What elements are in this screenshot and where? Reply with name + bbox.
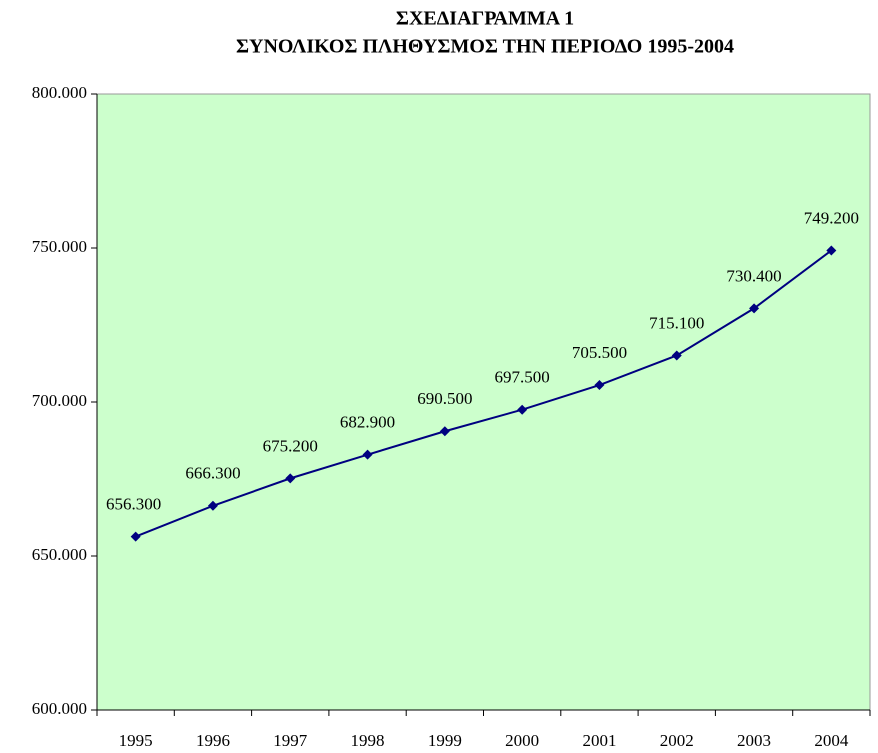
- data-label: 690.500: [417, 389, 472, 408]
- y-tick-label: 700.000: [32, 391, 87, 410]
- marker: [749, 303, 760, 314]
- data-label: 705.500: [572, 343, 627, 362]
- x-tick-label: 1998: [351, 731, 385, 750]
- x-tick-label: 2003: [737, 731, 771, 750]
- chart-subtitle: ΣΥΝΟΛΙΚΟΣ ΠΛΗΘΥΣΜΟΣ ΤΗΝ ΠΕΡΙΟΔΟ 1995-200…: [236, 36, 734, 58]
- marker: [594, 380, 605, 391]
- y-tick-label: 750.000: [32, 237, 87, 256]
- x-tick-label: 2000: [505, 731, 539, 750]
- marker: [285, 473, 296, 484]
- data-label: 749.200: [804, 208, 859, 227]
- marker: [826, 245, 837, 256]
- marker: [207, 500, 218, 511]
- x-tick-label: 1996: [196, 731, 230, 750]
- data-label: 730.400: [726, 266, 781, 285]
- marker: [671, 350, 682, 361]
- y-tick-label: 800.000: [32, 83, 87, 102]
- line: [135, 249, 832, 538]
- marker: [130, 531, 141, 542]
- x-tick-label: 1995: [119, 731, 153, 750]
- x-tick-label: 1999: [428, 731, 462, 750]
- data-label: 682.900: [340, 413, 395, 432]
- plot-area: [96, 93, 871, 711]
- data-label: 666.300: [185, 464, 240, 483]
- marker: [439, 426, 450, 437]
- y-tick-label: 650.000: [32, 545, 87, 564]
- data-label: 697.500: [495, 368, 550, 387]
- x-tick-label: 2001: [582, 731, 616, 750]
- marker: [362, 449, 373, 460]
- x-tick-label: 2002: [660, 731, 694, 750]
- chart-title: ΣΧΕΔΙΑΓΡΑΜΜΑ 1: [396, 8, 574, 30]
- x-tick-label: 2004: [814, 731, 849, 750]
- data-label: 656.300: [106, 495, 161, 514]
- data-label: 715.100: [649, 313, 704, 332]
- x-tick-label: 1997: [273, 731, 308, 750]
- data-label: 675.200: [263, 436, 318, 455]
- y-tick-label: 600.000: [32, 699, 87, 718]
- marker: [517, 404, 528, 415]
